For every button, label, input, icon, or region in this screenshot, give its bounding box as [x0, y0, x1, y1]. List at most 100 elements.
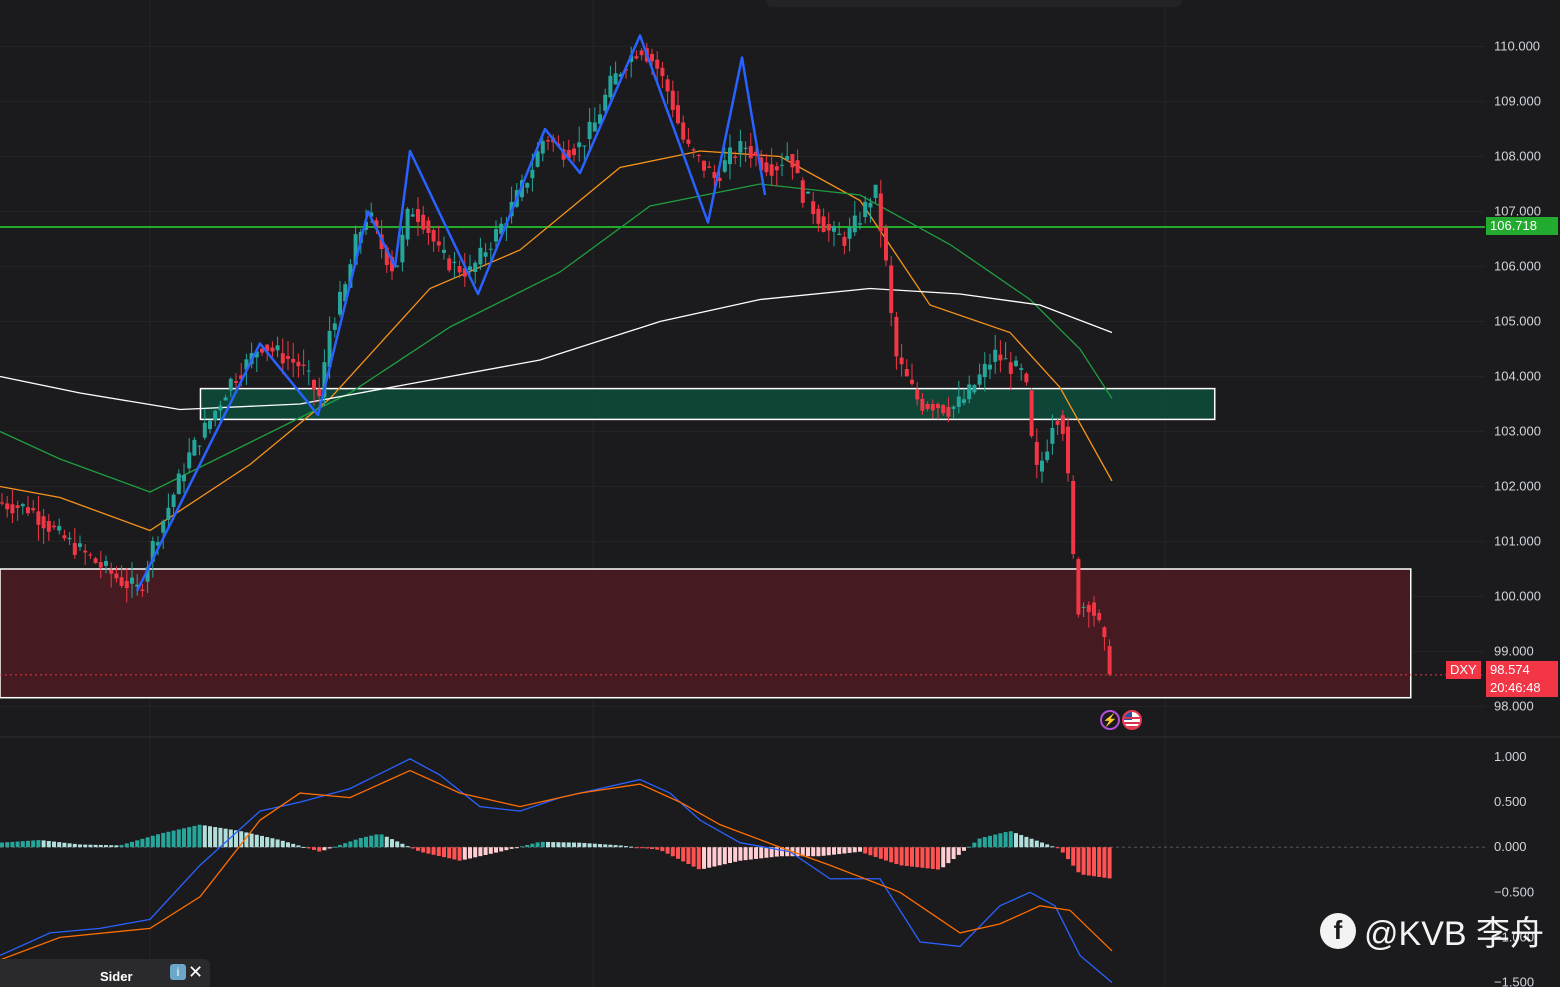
- histogram-bar: [603, 844, 608, 848]
- candle-body: [374, 220, 379, 229]
- candle-body: [665, 79, 670, 92]
- histogram-bar: [774, 847, 779, 857]
- countdown-tag: 20:46:48: [1486, 679, 1558, 697]
- histogram-bar: [468, 847, 472, 859]
- candle-body: [353, 234, 358, 265]
- candle-body: [421, 214, 426, 230]
- candle-body: [228, 378, 233, 391]
- histogram-bar: [98, 844, 103, 848]
- candle-body: [187, 452, 192, 469]
- histogram-bar: [1102, 847, 1107, 878]
- histogram-bar: [358, 838, 363, 848]
- histogram-bar: [364, 836, 368, 848]
- histogram-bar: [494, 847, 498, 853]
- histogram-bar: [286, 842, 290, 848]
- histogram-bar: [41, 840, 46, 848]
- histogram-bar: [416, 847, 420, 851]
- candle-body: [483, 252, 488, 257]
- histogram-bar: [1024, 836, 1029, 848]
- histogram-bar: [312, 847, 316, 850]
- candle-body: [1055, 420, 1060, 425]
- candle-body: [20, 504, 25, 507]
- event-markers[interactable]: ⚡: [1100, 710, 1142, 730]
- histogram-bar: [826, 847, 831, 856]
- histogram-bar: [816, 847, 821, 857]
- histogram-bar: [535, 842, 540, 848]
- histogram-bar: [1034, 840, 1039, 848]
- candle-body: [52, 525, 56, 528]
- histogram-bar: [707, 847, 712, 868]
- histogram-bar: [369, 835, 374, 848]
- candle-body: [260, 348, 264, 353]
- info-icon[interactable]: i: [170, 964, 186, 980]
- histogram-bar: [15, 841, 20, 848]
- histogram-bar: [894, 847, 899, 865]
- candle-body: [618, 74, 623, 77]
- histogram-bar: [920, 847, 925, 868]
- candle-body: [941, 405, 946, 414]
- candle-body: [192, 439, 197, 456]
- candle-body: [1050, 427, 1055, 444]
- histogram-bar: [676, 847, 680, 859]
- moving-average-line: [0, 150, 1113, 532]
- candle-body: [296, 361, 301, 367]
- histogram-bar: [332, 846, 337, 848]
- candle-body: [1092, 602, 1096, 616]
- histogram-bar: [322, 847, 327, 851]
- histogram-bar: [10, 841, 15, 848]
- candle-body: [920, 398, 925, 411]
- histogram-bar: [317, 847, 322, 852]
- candle-body: [858, 223, 862, 225]
- histogram-bar: [244, 832, 249, 848]
- candle-body: [176, 473, 181, 495]
- indicator-axis-label: −0.500: [1494, 884, 1534, 899]
- histogram-bar: [1029, 838, 1034, 848]
- candle-body: [722, 160, 727, 172]
- histogram-bar: [858, 847, 862, 852]
- candle-body: [988, 364, 992, 370]
- candle-body: [889, 265, 894, 313]
- histogram-bar: [650, 847, 654, 850]
- candle-body: [130, 577, 134, 584]
- candle-body: [390, 256, 394, 272]
- candle-body: [202, 422, 207, 438]
- histogram-bar: [176, 829, 181, 848]
- us-flag-event-icon[interactable]: [1122, 710, 1142, 730]
- sider-panel[interactable]: Sider i ✕: [0, 959, 210, 987]
- candle-body: [46, 520, 51, 532]
- candle-body: [951, 406, 956, 409]
- histogram-bar: [993, 834, 998, 848]
- moving-average-line: [0, 183, 1113, 493]
- histogram-bar: [67, 843, 72, 848]
- candle-body: [587, 121, 592, 140]
- candle-body: [936, 404, 940, 409]
- candle-body: [239, 375, 244, 380]
- histogram-bar: [889, 847, 894, 863]
- candle-body: [608, 75, 613, 98]
- candle-body: [956, 396, 961, 407]
- candle-body: [369, 212, 374, 217]
- histogram-bar: [546, 841, 550, 848]
- close-icon[interactable]: ✕: [188, 962, 204, 982]
- flash-event-icon[interactable]: ⚡: [1100, 710, 1120, 730]
- histogram-bar: [187, 827, 192, 848]
- histogram-bar: [655, 847, 660, 850]
- candle-body: [821, 216, 826, 232]
- candle-body: [208, 420, 212, 430]
- candle-body: [457, 266, 462, 273]
- candle-body: [660, 67, 665, 76]
- candle-body: [561, 149, 566, 160]
- candle-body: [1097, 613, 1102, 621]
- candle-body: [124, 580, 129, 589]
- histogram-bar: [592, 843, 597, 848]
- histogram-bar: [62, 842, 67, 848]
- indicator-axis-label: −1.000: [1494, 929, 1534, 944]
- candle-body: [280, 353, 285, 364]
- candle-body: [816, 208, 821, 224]
- histogram-bar: [525, 844, 530, 848]
- candle-body: [270, 347, 275, 352]
- histogram-bar: [613, 845, 618, 848]
- histogram-bar: [161, 832, 166, 848]
- candle-body: [0, 502, 4, 504]
